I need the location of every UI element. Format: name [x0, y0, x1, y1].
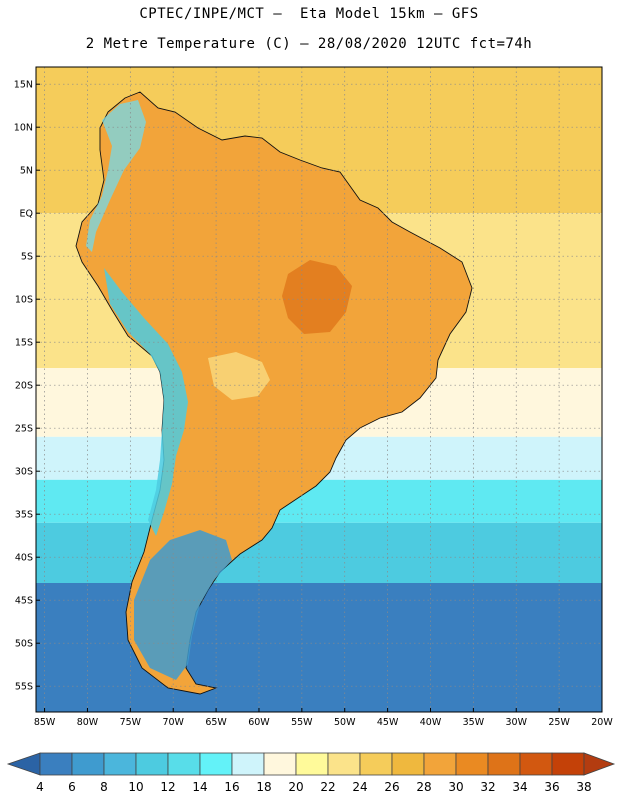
- colorbar-swatch: [487, 752, 521, 776]
- colorbar-swatch: [167, 752, 201, 776]
- lon-label: 30W: [506, 717, 528, 728]
- colorbar-label: 28: [416, 780, 431, 794]
- lat-label: 30S: [15, 467, 33, 478]
- lon-label: 65W: [205, 717, 227, 728]
- colorbar-label: 36: [544, 780, 559, 794]
- colorbar-swatch: [359, 752, 393, 776]
- colorbar-label: 12: [160, 780, 175, 794]
- colorbar-label: 22: [320, 780, 335, 794]
- lon-label: 80W: [77, 717, 99, 728]
- lat-label: 15S: [15, 338, 33, 349]
- colorbar-swatch: [71, 752, 105, 776]
- colorbar-swatch: [199, 752, 233, 776]
- mild-band: [208, 352, 270, 400]
- colorbar-label: 20: [288, 780, 303, 794]
- map-frame: [35, 66, 603, 713]
- lon-label: 60W: [248, 717, 270, 728]
- lon-label: 55W: [291, 717, 313, 728]
- lon-label: 20W: [591, 717, 613, 728]
- lon-label: 50W: [334, 717, 356, 728]
- lat-label: 25S: [15, 424, 33, 435]
- lon-label: 45W: [377, 717, 399, 728]
- temperature-zone-5: [36, 522, 602, 583]
- colorbar-swatch: [551, 752, 585, 776]
- latitude-labels: 15N 10N 5N EQ 5S 10S 15S 20S 25S 30S 35S 40S 45S 50S 5…: [14, 80, 40, 693]
- colorbar-label: 4: [36, 780, 44, 794]
- temperature-colorbar: 4 6 8 10 12 14 16 18 20 22 24 26 28 30 32 34 36 38: [6, 752, 616, 794]
- colorbar-label: 14: [192, 780, 207, 794]
- lat-label: 45S: [15, 596, 33, 607]
- colorbar-swatch: [391, 752, 425, 776]
- lat-label: 20S: [15, 381, 33, 392]
- lat-label: EQ: [20, 209, 33, 220]
- lon-label: 75W: [120, 717, 142, 728]
- lat-label: 15N: [14, 80, 33, 91]
- colorbar-label: 18: [256, 780, 271, 794]
- colorbar-swatch: [519, 752, 553, 776]
- temperature-zone-6: [36, 583, 602, 712]
- colorbar-label: 10: [128, 780, 143, 794]
- map-title-line2: 2 Metre Temperature (C) – 28/08/2020 12U…: [85, 36, 533, 52]
- colorbar-label: 24: [352, 780, 367, 794]
- southern-cone-cool-zone: [134, 530, 232, 680]
- colorbar-label: 6: [68, 780, 76, 794]
- lon-label: 40W: [420, 717, 442, 728]
- colorbar-label: 34: [512, 780, 527, 794]
- lat-label: 10N: [14, 123, 33, 134]
- colorbar-label: 26: [384, 780, 399, 794]
- colorbar-swatch: [295, 752, 329, 776]
- colorbar-swatch: [103, 752, 137, 776]
- colorbar-label: 16: [224, 780, 239, 794]
- colorbar-low-arrow: [6, 752, 41, 776]
- lon-label: 35W: [463, 717, 485, 728]
- lat-label: 55S: [15, 682, 33, 693]
- colorbar-label: 30: [448, 780, 463, 794]
- lat-label: 40S: [15, 553, 33, 564]
- colorbar-swatch: [263, 752, 297, 776]
- hot-core: [282, 260, 352, 334]
- lat-label: 35S: [15, 510, 33, 521]
- lon-label: 85W: [34, 717, 56, 728]
- colorbar-high-arrow: [583, 752, 616, 776]
- map-title-line1: CPTEC/INPE/MCT – Eta Model 15km – GFS: [139, 6, 479, 22]
- longitude-labels: 85W 80W 75W 70W 65W 60W 55W 50W 45W 40W 35W 30W 25W 2…: [34, 708, 613, 728]
- colorbar-swatch: [423, 752, 457, 776]
- lon-label: 25W: [548, 717, 570, 728]
- lat-label: 5N: [20, 166, 33, 177]
- colorbar-swatch: [39, 752, 73, 776]
- colorbar-label: 32: [480, 780, 495, 794]
- continent-layer: [75, 91, 473, 695]
- lower-andes-band: [104, 268, 188, 536]
- lat-label: 10S: [15, 295, 33, 306]
- temperature-zone-4: [36, 479, 602, 523]
- colorbar-swatch: [231, 752, 265, 776]
- colorbar-swatch: [327, 752, 361, 776]
- colorbar-swatch: [135, 752, 169, 776]
- lat-label: 50S: [15, 639, 33, 650]
- colorbar-label: 38: [576, 780, 591, 794]
- colorbar-swatch: [455, 752, 489, 776]
- lon-label: 70W: [162, 717, 184, 728]
- colorbar-label: 8: [100, 780, 108, 794]
- upper-andes-band: [86, 100, 146, 252]
- lat-label: 5S: [21, 252, 33, 263]
